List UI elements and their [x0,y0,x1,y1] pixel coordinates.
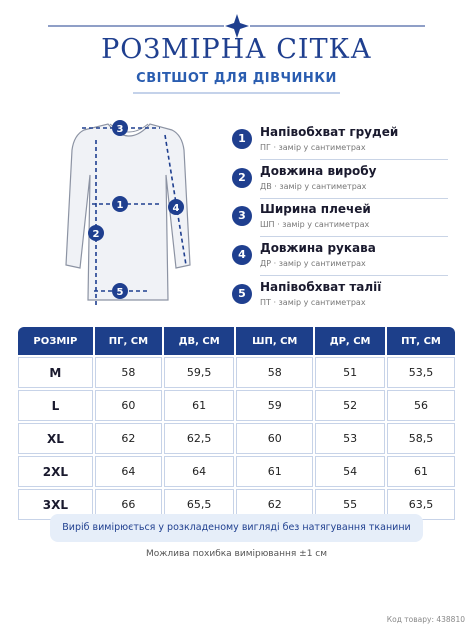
subtitle: СВІТШОТ ДЛЯ ДІВЧИНКИ [136,71,337,86]
table-cell: 64 [94,456,163,487]
diagram-number: 3 [117,124,124,135]
table-cell: 53,5 [386,357,455,388]
footnote: Можлива похибка вимірювання ±1 см [145,549,328,559]
measurement-note: ПТ · замір у сантиметрах [260,298,366,307]
title: РОЗМІРНА СІТКА [101,34,372,65]
decoration: 1 2 3 4 5 [48,14,425,305]
table-cell: 52 [315,390,385,421]
column-header: ДВ, СМ [164,327,235,355]
table-cell: 61 [236,456,314,487]
table-cell: 60 [94,390,163,421]
table-cell: L [18,390,93,421]
diagram-badge [88,225,104,241]
measurement-note: ДВ · замір у сантиметрах [260,182,367,191]
diagram-number: 4 [173,203,180,214]
divider [260,275,448,276]
number-badge: 4 [232,245,252,265]
column-header: ПГ, СМ [94,327,163,355]
table-cell: 54 [315,456,385,487]
column-header: РОЗМІР [18,327,93,355]
table-cell: M [18,357,93,388]
table-cell: XL [18,423,93,454]
diagram-number: 2 [93,229,100,240]
diagram-badge [112,196,128,212]
measurement: 5 Напівобхват талії ПТ · замір у сантиметр… [232,280,442,322]
table-cell: 56 [386,390,455,421]
measurement: 2 Довжина виробу ДВ · замір у сантиметрах [232,164,448,206]
measurement-note: ШП · замір у сантиметрах [260,220,370,229]
measurement-name: Напівобхват грудей [260,125,399,139]
number-badge: 3 [232,206,252,226]
table-cell: 53 [315,423,385,454]
table-cell: 64 [164,456,235,487]
table-cell: 59 [236,390,314,421]
table-cell: 58,5 [386,423,455,454]
number-badge: 2 [232,168,252,188]
star [225,14,249,38]
column-header: ДР, СМ [315,327,385,355]
measurement: 4 Довжина рукава ДР · замір у сантиметрах [232,241,448,283]
table-cell: 58 [236,357,314,388]
measurement: 1 Напівобхват грудей ПГ · замір у сантимет… [232,125,448,167]
column-header: ПТ, СМ [386,327,455,355]
divider [260,236,448,237]
measurement-name: Ширина плечей [260,202,371,216]
table-cell: 62,5 [164,423,235,454]
number-badge: 5 [232,284,252,304]
table-cell: 2XL [18,456,93,487]
product-code: Код товару: 438810 [386,615,465,624]
note: Виріб вимірюється у розкладеному вигляді… [50,514,423,542]
table-row: XL 62 62,5 60 53 58,5 [18,423,455,454]
diagram-number: 1 [117,200,124,211]
measurement-name: Напівобхват талії [260,280,382,294]
table-cell: 51 [315,357,385,388]
sweater [65,123,191,301]
measurement-note: ДР · замір у сантиметрах [260,259,366,268]
diagram-badge [112,283,128,299]
table-cell: 62 [94,423,163,454]
divider [260,198,448,199]
divider [260,159,448,160]
measurement-name: Довжина рукава [260,241,376,255]
table-cell: 59,5 [164,357,235,388]
table-cell: 60 [236,423,314,454]
number-badge: 1 [232,129,252,149]
measurement-name: Довжина виробу [260,164,377,178]
diagram-badge [168,199,184,215]
column-header: ШП, СМ [236,327,314,355]
table-row: L 60 61 59 52 56 [18,390,455,421]
table-cell: 61 [386,456,455,487]
measurement: 3 Ширина плечей ШП · замір у сантиметрах [232,202,448,244]
diagram-number: 5 [117,287,124,298]
table-row: 2XL 64 64 61 54 61 [18,456,455,487]
table-cell: 61 [164,390,235,421]
table-cell: 58 [94,357,163,388]
diagram-badge [112,120,128,136]
measurement-note: ПГ · замір у сантиметрах [260,143,366,152]
size-table: РОЗМІР ПГ, СМ ДВ, СМ ШП, СМ ДР, СМ ПТ, СМ M 58 5… [16,325,457,522]
table-row: M 58 59,5 58 51 53,5 [18,357,455,388]
